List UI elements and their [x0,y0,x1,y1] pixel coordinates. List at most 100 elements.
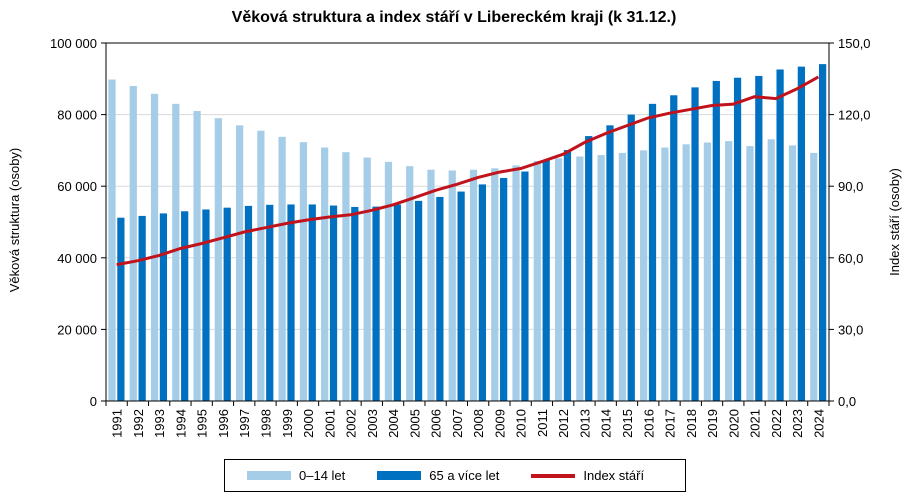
left-tick-label: 80 000 [57,108,97,123]
bar-children [172,103,180,402]
x-tick-label: 1999 [280,409,295,438]
bar-seniors [393,204,401,401]
bar-children [235,125,244,401]
bar-children [746,146,754,401]
left-tick-label: 100 000 [50,36,97,51]
chart-title: Věková struktura a index stáří v Liberec… [231,9,677,26]
x-tick-label: 2013 [578,409,593,438]
plot-area-frame [105,42,830,402]
x-tick-label: 2011 [535,409,550,437]
bar-seniors [138,215,146,401]
x-tick-label: 2024 [811,409,826,438]
x-tick-label: 2018 [684,409,699,438]
bar-children [214,118,222,402]
bar-children [321,147,329,401]
bar-children [640,150,648,401]
x-tick-label: 2010 [514,409,529,438]
legend-label-seniors: 65 a více let [429,468,500,483]
x-tick-label: 2006 [429,409,444,438]
bar-seniors [244,205,253,401]
bar-seniors [819,64,827,401]
bar-seniors [478,184,487,401]
left-tick-label: 20 000 [57,322,97,337]
bar-children [788,145,797,401]
bar-seniors [181,211,189,401]
bar-seniors [457,191,465,401]
bar-seniors [500,177,508,401]
right-tick-label: 120,0 [838,108,871,123]
right-tick-label: 60,0 [838,251,863,266]
bar-seniors [372,206,380,401]
bar-seniors [712,80,720,401]
x-tick-label: 2019 [705,409,720,438]
bar-seniors [521,171,529,401]
bar-seniors [159,213,168,401]
bar-seniors [351,206,359,401]
left-axis-title: Věková struktura (osoby) [7,148,22,293]
bar-seniors [691,87,699,401]
x-tick-label: 1994 [173,409,188,438]
right-tick-label: 90,0 [838,179,863,194]
x-tick-label: 2003 [365,409,380,438]
bars-seniors-series [117,64,827,402]
x-tick-label: 2020 [726,409,741,438]
bar-children [406,166,414,401]
bar-seniors [733,77,742,401]
right-tick-label: 150,0 [838,36,871,51]
x-tick-label: 2004 [386,409,401,438]
legend-item-seniors: 65 a více let [377,468,499,483]
legend-swatch-seniors [377,471,422,480]
x-tick-label: 1993 [152,409,167,438]
x-tick-label: 2022 [769,409,784,438]
bar-children [767,139,775,401]
bar-seniors [563,150,572,401]
x-tick-label: 2008 [471,409,486,438]
legend-label-index: Index stáří [583,468,645,483]
index-line-series [116,75,820,267]
x-tick-label: 1991 [110,409,125,438]
bar-seniors [414,200,423,401]
bar-children [512,165,520,401]
x-tick-label: 2009 [492,409,507,438]
legend-item-index: Index stáří [531,468,644,483]
legend-item-children: 0–14 let [247,468,345,483]
x-tick-label: 1997 [237,409,252,438]
x-tick-label: 2015 [620,409,635,438]
right-axis-title: Index stáří (osoby) [887,168,902,276]
bar-seniors [329,205,338,401]
left-axis-ticks: 0 20 000 40 000 60 000 80 000 100 000 [50,36,106,409]
gridlines [106,114,829,330]
x-tick-label: 2016 [641,409,656,438]
x-tick-label: 2023 [790,409,805,438]
left-tick-label: 40 000 [57,251,97,266]
bar-seniors [648,103,657,402]
bar-children [427,169,435,401]
bar-children [108,79,116,402]
bar-children [597,155,605,401]
bar-children [342,152,350,401]
x-tick-label: 2017 [663,409,678,438]
bar-seniors [627,114,635,401]
bar-children [363,157,371,401]
x-tick-label: 1992 [131,409,146,438]
bar-children [703,142,712,402]
x-tick-label: 1996 [216,409,231,438]
bar-children [533,161,541,401]
x-tick-label: 2014 [599,409,614,438]
legend-swatch-children [247,471,291,480]
x-tick-label: 1998 [259,409,274,438]
bar-children [725,141,733,402]
x-tick-label: 2001 [322,409,337,438]
bar-children [618,152,626,401]
x-tick-label: 2012 [556,409,571,438]
x-tick-label: 2002 [344,409,359,438]
bar-seniors [755,75,763,401]
x-tick-label: 2021 [748,409,763,438]
x-tick-label: 2000 [301,409,316,438]
bar-children [469,169,478,401]
bar-seniors [308,204,316,401]
left-tick-label: 0 [90,394,97,409]
bar-children [384,161,393,401]
left-tick-label: 60 000 [57,179,97,194]
